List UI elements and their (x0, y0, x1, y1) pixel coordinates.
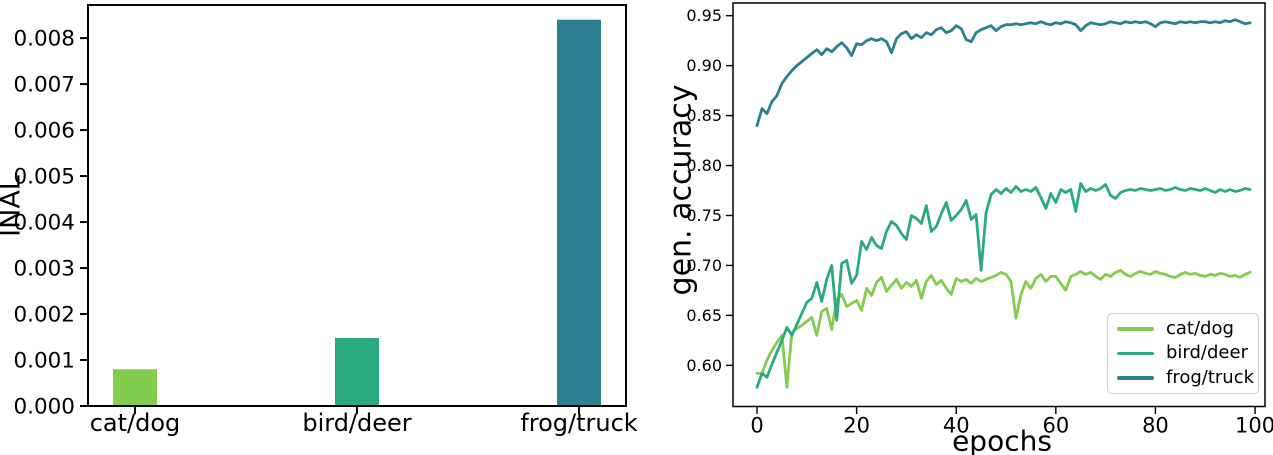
bar-y-tick-label: 0.002 (13, 303, 75, 328)
line-x-tick-label: 100 (1235, 414, 1273, 438)
bar-y-tick-label: 0.006 (13, 119, 75, 144)
bar-plot-border (87, 4, 627, 407)
line-x-tick-label: 80 (1142, 414, 1169, 438)
line-x-tick-label: 60 (1042, 414, 1069, 438)
line-chart-xlabel: epochs (952, 424, 1052, 455)
bar-y-tick-label: 0.003 (13, 257, 75, 282)
line-y-tick-label: 0.65 (686, 306, 722, 325)
line-y-tick-label: 0.90 (686, 56, 722, 75)
line-x-tick-label: 0 (750, 414, 763, 438)
line-y-tick-label: 0.95 (686, 6, 722, 25)
legend-line-swatch-catdog (1117, 327, 1154, 331)
series-line-frog/truck (755, 18, 1252, 127)
line-x-tick-label: 40 (943, 414, 970, 438)
legend-label-catdog: cat/dog (1166, 318, 1234, 340)
line-chart-ylabel: gen. accuracy (663, 84, 699, 296)
bar-category-label-catdog: cat/dog (89, 409, 181, 437)
line-plot-border (732, 2, 1266, 408)
line-y-tick-label: 0.75 (686, 206, 722, 225)
legend: cat/dog bird/deer frog/truck (1107, 313, 1259, 394)
bar-y-tick-label: 0.004 (13, 211, 75, 236)
line-y-tick-label: 0.85 (686, 106, 722, 125)
line-y-tick-label: 0.80 (686, 156, 722, 175)
series-line-bird/deer (755, 182, 1252, 389)
line-y-tick-label: 0.70 (686, 256, 722, 275)
legend-line-swatch-birddeer (1117, 351, 1154, 356)
legend-item-birddeer: bird/deer (1108, 344, 1258, 362)
bar-y-tick-label: 0.000 (13, 395, 75, 420)
legend-item-frogtruck: frog/truck (1108, 366, 1258, 388)
bar-y-tick-label: 0.008 (13, 27, 75, 52)
bar-y-tick-label: 0.007 (13, 73, 75, 98)
bar-frog/truck (556, 19, 601, 406)
bar-bird/deer (335, 337, 379, 406)
line-y-tick-label: 0.60 (686, 356, 722, 375)
bar-cat/dog (113, 369, 158, 406)
line-x-tick-label: 20 (843, 414, 870, 438)
legend-label-birddeer: bird/deer (1166, 342, 1248, 364)
legend-line-swatch-frogtruck (1117, 376, 1154, 380)
bar-y-tick-label: 0.005 (13, 165, 75, 190)
bar-chart-ylabel: INAL (0, 175, 27, 237)
legend-item-catdog: cat/dog (1108, 320, 1258, 338)
bar-y-tick-label: 0.001 (13, 349, 75, 374)
bar-category-label-birddeer: bird/deer (302, 409, 412, 437)
bar-category-label-frogtruck: frog/truck (520, 409, 638, 437)
legend-label-frogtruck: frog/truck (1166, 366, 1255, 388)
